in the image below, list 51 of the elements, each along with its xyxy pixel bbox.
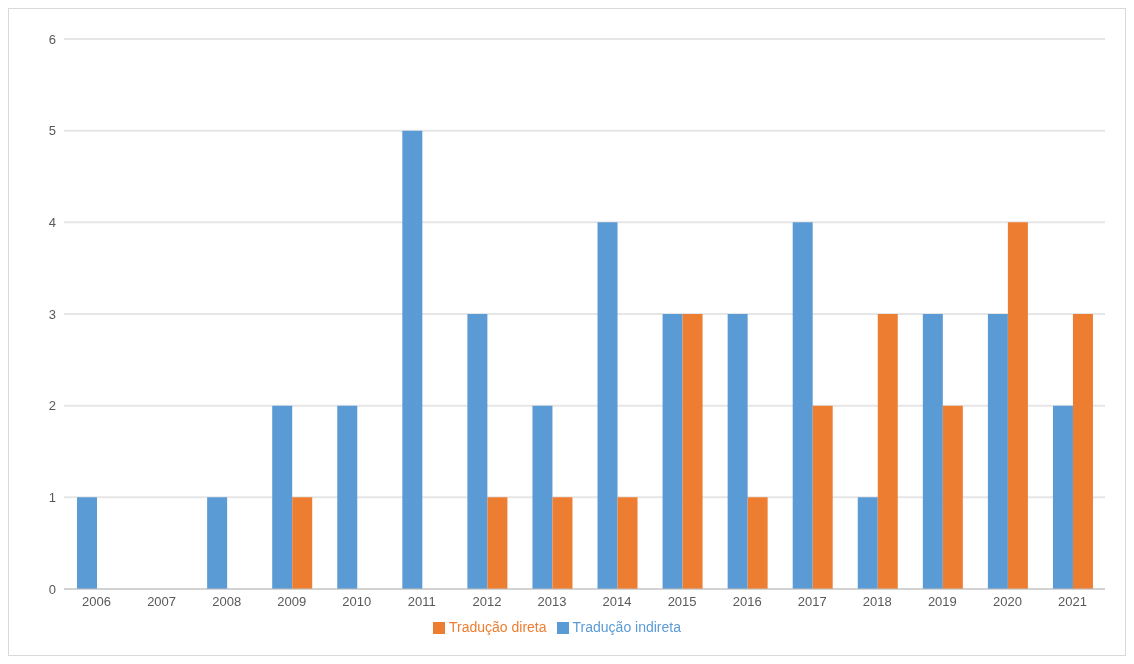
bar [487,497,508,589]
bar [942,405,963,589]
legend-label: Tradução direta [449,619,547,635]
bar [727,314,748,589]
x-tick-label: 2010 [342,594,372,610]
bar [597,222,618,589]
y-tick-label: 4 [48,214,56,230]
bar [532,405,553,589]
x-tick-label: 2013 [537,594,567,610]
bar [77,497,98,589]
bar [1052,405,1073,589]
legend-label: Tradução indireta [572,619,681,635]
bar [467,314,488,589]
bar [1072,314,1093,589]
bar [792,222,813,589]
x-tick-label: 2016 [732,594,762,610]
bar [747,497,768,589]
x-tick-label: 2012 [472,594,502,610]
x-tick-label: 2017 [797,594,827,610]
x-tick-label: 2015 [667,594,697,610]
x-tick-label: 2014 [602,594,632,610]
bar [272,405,293,589]
x-tick-label: 2007 [147,594,177,610]
bar [662,314,683,589]
bar [1007,222,1028,589]
x-tick-label: 2009 [277,594,307,610]
bar [877,314,898,589]
bar [292,497,313,589]
bar [987,314,1008,589]
bar [402,130,423,589]
x-tick-label: 2011 [407,594,436,610]
x-tick-label: 2018 [862,594,892,610]
y-tick-label: 1 [48,489,56,505]
bar [552,497,573,589]
bar [922,314,943,589]
x-tick-label: 2020 [992,594,1022,610]
y-tick-label: 2 [48,398,56,414]
y-tick-label: 5 [48,123,56,139]
y-tick-label: 0 [48,581,56,597]
x-tick-label: 2019 [927,594,957,610]
bar [207,497,228,589]
y-tick-label: 3 [48,306,56,322]
x-tick-label: 2006 [82,594,111,610]
y-tick-label: 6 [48,31,56,47]
bar [337,405,358,589]
bar [857,497,878,589]
bar [617,497,638,589]
bar [812,405,833,589]
bar [682,314,703,589]
x-tick-label: 2021 [1058,594,1087,610]
x-tick-label: 2008 [212,594,242,610]
